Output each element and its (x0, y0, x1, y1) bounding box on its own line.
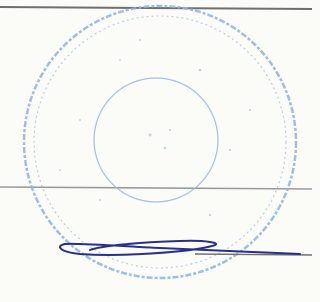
paper (0, 0, 312, 302)
scan (0, 0, 312, 302)
page: Stamp scan {} html, body { margin: 0; pa… (0, 0, 320, 302)
page-body (0, 0, 320, 302)
